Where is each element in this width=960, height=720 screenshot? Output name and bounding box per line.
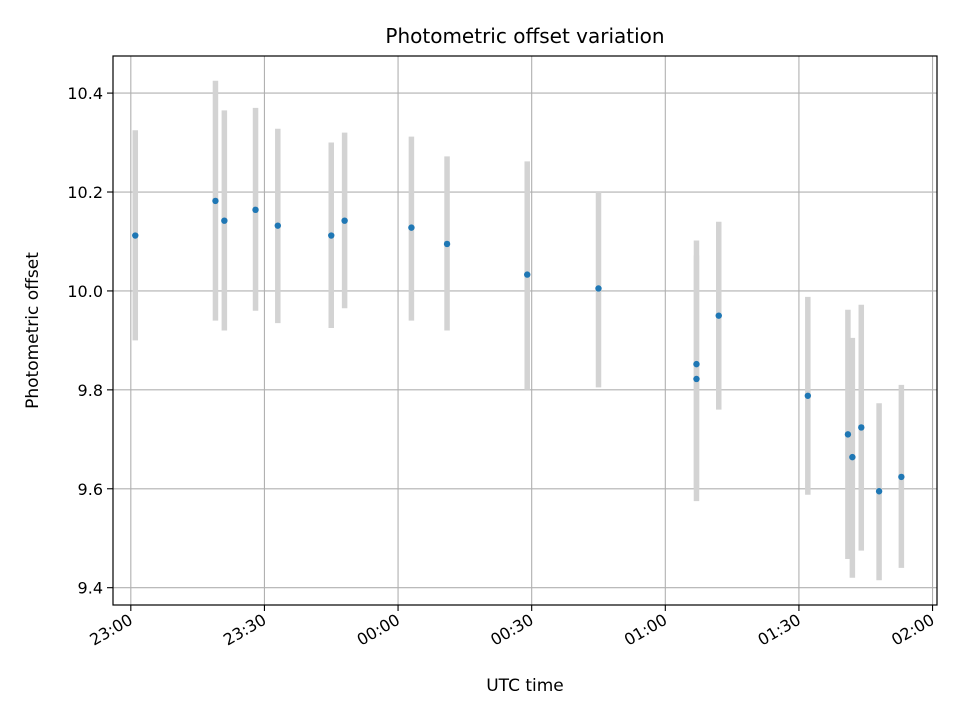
data-point	[221, 217, 228, 224]
data-point	[693, 360, 700, 368]
y-tick-label: 9.8	[78, 381, 103, 400]
data-point	[212, 197, 219, 205]
y-axis-label: Photometric offset	[23, 252, 43, 409]
data-point	[595, 285, 602, 292]
y-tick-label: 10.2	[67, 183, 103, 202]
data-point	[858, 424, 865, 431]
y-tick-label: 9.4	[78, 579, 103, 598]
plot-frame	[112, 55, 938, 606]
data-point	[715, 312, 722, 319]
x-axis-label: UTC time	[486, 676, 564, 696]
y-tick-label: 10.0	[67, 282, 103, 301]
data-point	[898, 473, 905, 481]
data-point	[443, 240, 451, 248]
data-point	[132, 232, 139, 239]
data-point	[875, 488, 883, 495]
data-point	[252, 206, 259, 214]
data-point	[524, 271, 531, 278]
data-point	[804, 392, 812, 399]
y-tick-label: 9.6	[78, 480, 103, 499]
data-point	[849, 453, 856, 461]
data-point	[328, 232, 335, 239]
data-point	[274, 222, 281, 229]
chart-title: Photometric offset variation	[385, 24, 664, 48]
data-point	[408, 224, 415, 231]
y-tick-label: 10.4	[67, 84, 103, 103]
data-point	[693, 375, 700, 383]
data-point	[341, 217, 348, 224]
data-points	[132, 197, 905, 495]
data-point	[844, 431, 852, 438]
